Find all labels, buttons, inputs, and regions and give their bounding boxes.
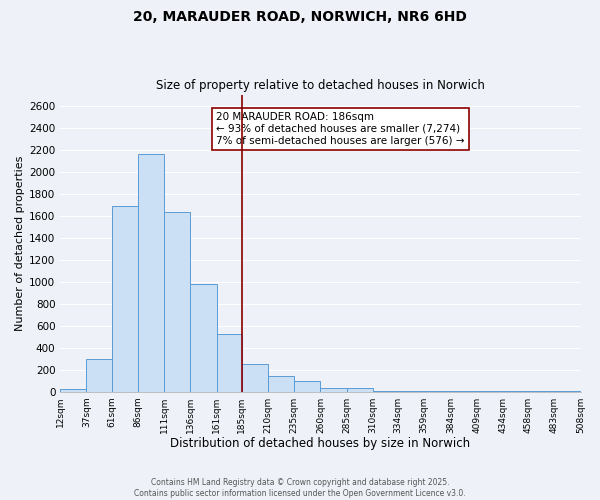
Bar [112,206,138,392]
Bar [398,391,424,392]
Title: Size of property relative to detached houses in Norwich: Size of property relative to detached ho… [156,79,485,92]
Bar [554,391,580,392]
Bar [320,388,347,392]
Bar [138,154,164,392]
Bar [190,284,217,392]
Bar [528,391,554,392]
Bar [60,390,86,392]
Bar [476,391,503,392]
Bar [503,391,528,392]
Text: 20, MARAUDER ROAD, NORWICH, NR6 6HD: 20, MARAUDER ROAD, NORWICH, NR6 6HD [133,10,467,24]
Bar [217,334,242,392]
Bar [268,376,294,392]
Y-axis label: Number of detached properties: Number of detached properties [15,156,25,331]
Text: 20 MARAUDER ROAD: 186sqm
← 93% of detached houses are smaller (7,274)
7% of semi: 20 MARAUDER ROAD: 186sqm ← 93% of detach… [217,112,465,146]
Bar [242,364,268,392]
Bar [164,212,190,392]
Bar [424,391,451,392]
Bar [373,391,398,392]
Bar [294,380,320,392]
Bar [86,359,112,392]
Text: Contains HM Land Registry data © Crown copyright and database right 2025.
Contai: Contains HM Land Registry data © Crown c… [134,478,466,498]
Bar [451,391,476,392]
X-axis label: Distribution of detached houses by size in Norwich: Distribution of detached houses by size … [170,437,470,450]
Bar [347,388,373,392]
